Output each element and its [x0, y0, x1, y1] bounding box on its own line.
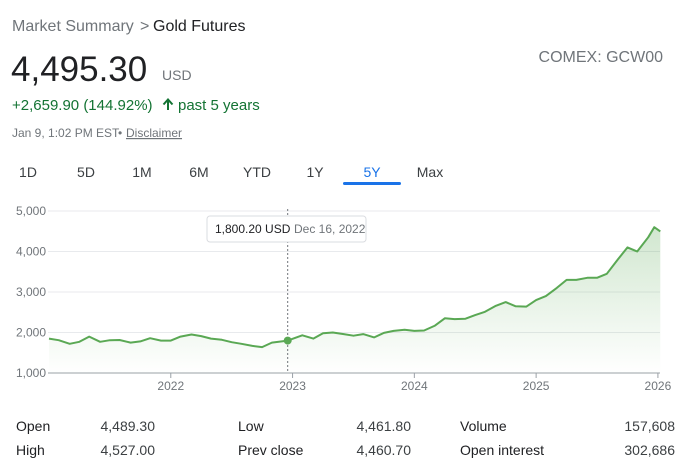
y-tick-label: 4,000	[16, 245, 46, 259]
timestamp: Jan 9, 1:02 PM EST	[12, 126, 120, 140]
disclaimer-link[interactable]: Disclaimer	[126, 126, 182, 140]
range-tab[interactable]: 5Y	[363, 164, 381, 180]
stat-value: 302,686	[624, 442, 675, 458]
symbol: COMEX: GCW00	[539, 49, 664, 66]
tooltip-value: 1,800.20 USD	[215, 222, 291, 236]
stat-value: 4,489.30	[101, 418, 156, 434]
y-tick-label: 5,000	[16, 204, 46, 218]
tooltip-date: Dec 16, 2022	[294, 222, 366, 236]
breadcrumb-separator: >	[140, 18, 149, 35]
range-tab[interactable]: 5D	[77, 164, 95, 180]
up-arrow	[162, 98, 174, 110]
y-tick-label: 2,000	[16, 326, 46, 340]
timestamp-separator: •	[118, 126, 122, 140]
change-period: past 5 years	[178, 97, 260, 114]
stat-label: High	[16, 442, 45, 458]
stat-label: Open interest	[460, 442, 544, 458]
active-tab-underline	[343, 182, 401, 185]
change-amount: +2,659.90 (144.92%)	[12, 97, 153, 114]
stat-label: Prev close	[238, 442, 304, 458]
stat-value: 157,608	[624, 418, 675, 434]
range-tab[interactable]: 1D	[19, 164, 37, 180]
hover-point	[283, 336, 292, 345]
range-tab[interactable]: 1M	[132, 164, 151, 180]
x-tick-label: 2025	[523, 379, 550, 393]
stat-label: Volume	[460, 418, 507, 434]
x-tick-label: 2026	[645, 379, 672, 393]
price: 4,495.30	[11, 50, 147, 89]
range-tab[interactable]: Max	[417, 164, 443, 180]
currency: USD	[162, 67, 192, 83]
stat-value: 4,460.70	[357, 442, 412, 458]
stat-value: 4,527.00	[101, 442, 156, 458]
range-tab[interactable]: YTD	[243, 164, 271, 180]
stat-value: 4,461.80	[357, 418, 412, 434]
area-fill	[49, 227, 661, 373]
x-tick-label: 2024	[401, 379, 428, 393]
x-tick-label: 2022	[157, 379, 184, 393]
y-tick-label: 3,000	[16, 285, 46, 299]
price-line	[48, 226, 661, 349]
stat-label: Low	[238, 418, 265, 434]
breadcrumb-parent[interactable]: Market Summary	[12, 18, 134, 35]
y-tick-label: 1,000	[16, 366, 46, 380]
stat-label: Open	[16, 418, 50, 434]
range-tab[interactable]: 1Y	[306, 164, 324, 180]
breadcrumb-current: Gold Futures	[153, 18, 245, 35]
x-tick-label: 2023	[279, 379, 306, 393]
tooltip-box	[206, 215, 367, 243]
range-tab[interactable]: 6M	[189, 164, 208, 180]
